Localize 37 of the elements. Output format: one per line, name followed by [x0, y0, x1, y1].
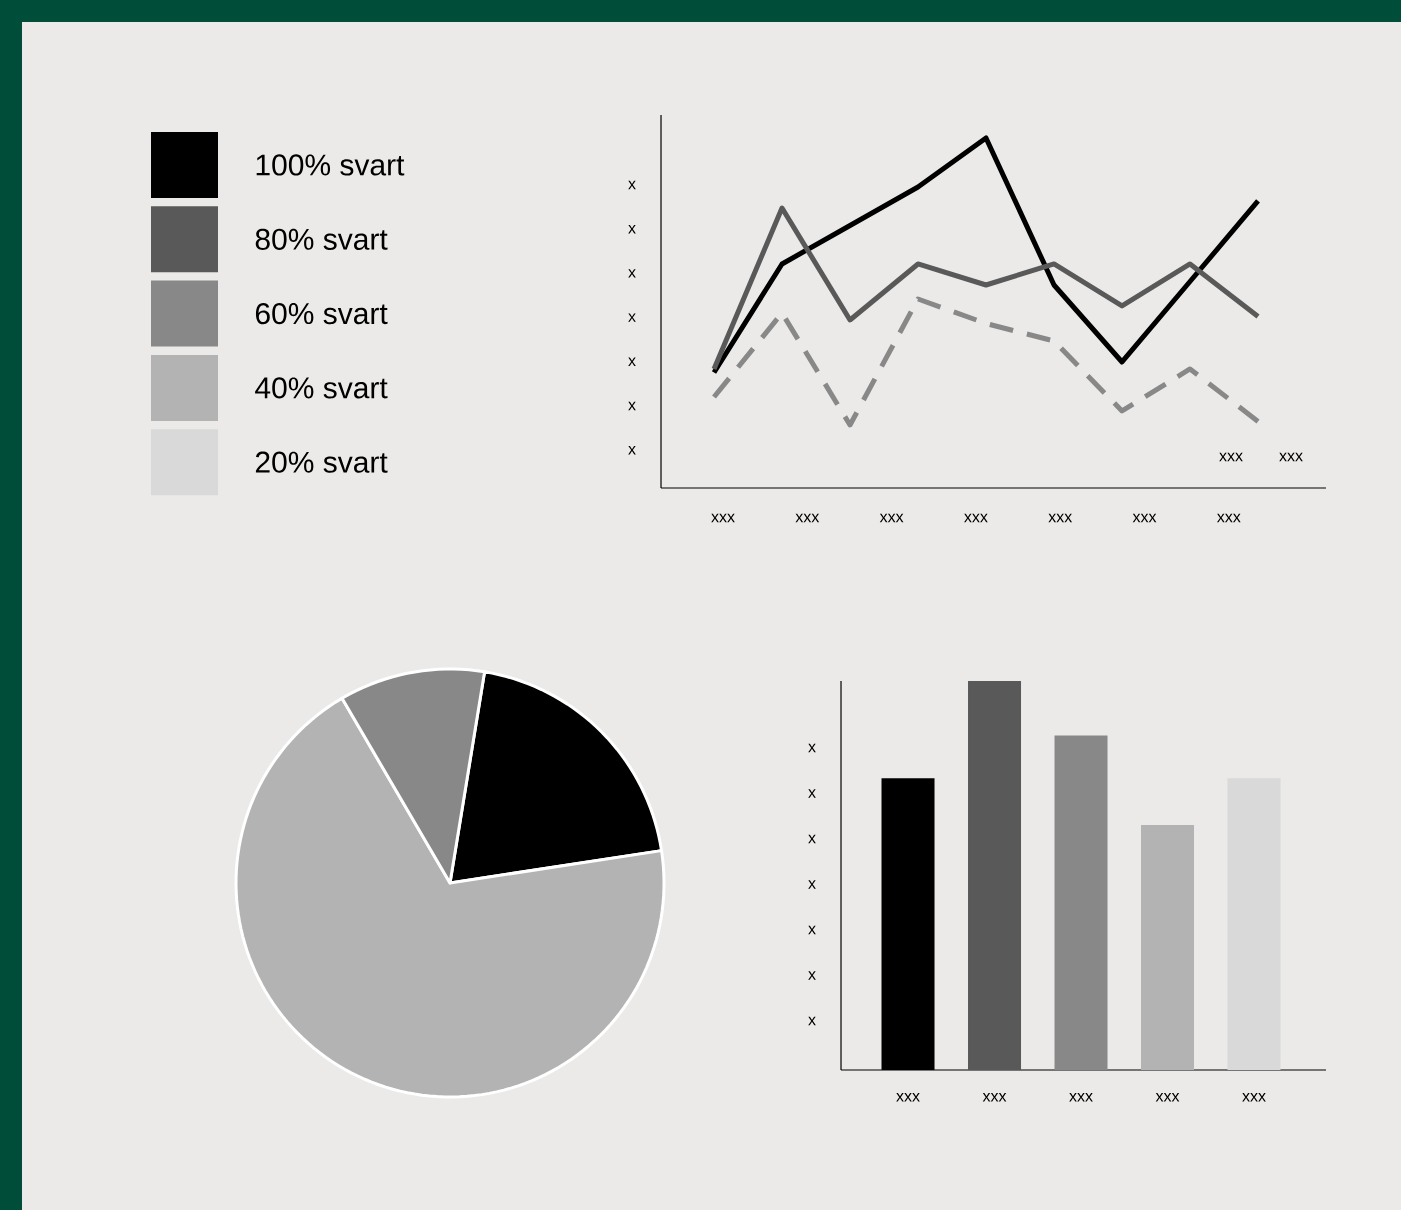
text: 100% svart	[256, 154, 405, 176]
x-tick-label: xxx	[1069, 1093, 1093, 1102]
text: x	[808, 880, 816, 889]
text: x	[628, 313, 636, 322]
text: xxx	[1132, 513, 1157, 523]
text: x	[628, 445, 636, 455]
text: 40% svart	[255, 377, 388, 399]
text: x	[628, 357, 636, 367]
text: xxx	[711, 513, 735, 523]
text: x	[808, 834, 816, 844]
annotation: xxx	[1279, 452, 1303, 462]
text: xxx	[1048, 513, 1073, 523]
bar	[968, 681, 1022, 1070]
x-tick-label: xxx	[982, 1093, 1007, 1102]
bar	[1227, 778, 1281, 1070]
text: x	[808, 1016, 816, 1026]
bar	[1141, 824, 1195, 1070]
text: 80% svart	[255, 228, 388, 250]
x-tick-label: xxx	[1155, 1093, 1180, 1102]
text: x	[628, 401, 636, 411]
text: x	[628, 269, 636, 278]
text: xxx	[964, 513, 988, 523]
text: 60% svart	[255, 302, 388, 325]
text: x	[808, 925, 816, 935]
annotation: xxx	[1219, 452, 1243, 462]
x-tick-label: xxx	[1242, 1093, 1266, 1102]
text: x	[628, 180, 636, 190]
x-tick-label: xxx	[896, 1093, 920, 1102]
text: x	[808, 743, 816, 753]
text: x	[808, 789, 816, 798]
text: xxx	[879, 513, 904, 523]
bar	[1054, 735, 1108, 1070]
text: x	[628, 224, 636, 234]
text: xxx	[795, 513, 820, 523]
text: 20% svart	[255, 451, 388, 473]
text: x	[808, 971, 816, 980]
text: xxx	[1217, 513, 1241, 523]
